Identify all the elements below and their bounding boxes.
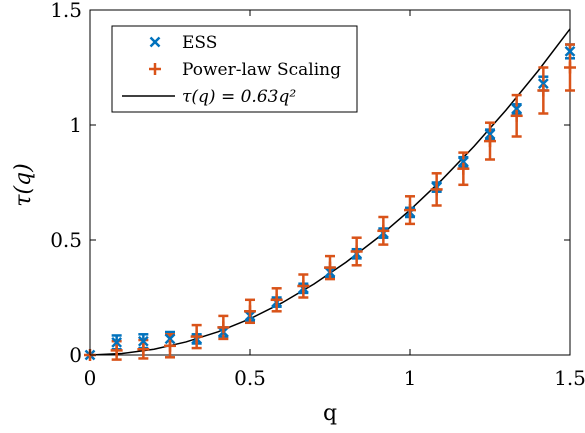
power-law-point [244, 305, 256, 318]
power-law-point [137, 343, 150, 356]
ess-point [564, 46, 576, 57]
legend-label-fit: τ(q) = 0.63q² [182, 87, 296, 107]
ess-point [137, 335, 149, 347]
power-law-point [350, 245, 363, 258]
legend: ESS Power-law Scaling τ(q) = 0.63q² [111, 25, 358, 113]
ess-point [164, 333, 176, 345]
y-tick-label: 1.5 [50, 0, 82, 22]
x-stroke [164, 333, 176, 345]
power-law-point [404, 204, 416, 217]
legend-label-ess: ESS [182, 33, 217, 53]
power-law-point [110, 344, 123, 357]
x-stroke [149, 36, 161, 48]
power-law-point [217, 321, 230, 334]
x-stroke [111, 336, 123, 348]
x-tick-label: 0 [84, 366, 97, 390]
power-law-point [377, 224, 390, 237]
x-stroke [457, 156, 469, 168]
ess-point [457, 156, 469, 168]
x-stroke [137, 335, 149, 347]
x-tick-label: 0.5 [234, 366, 266, 390]
y-tick-label: 0.5 [50, 228, 82, 252]
power-law-point [537, 84, 550, 97]
x-stroke [484, 128, 496, 140]
ess-point [111, 336, 123, 348]
ess-point [484, 128, 496, 140]
power-law-point [270, 293, 283, 306]
x-tick-label: 1.5 [554, 366, 585, 390]
y-axis-label: τ(q) [11, 163, 36, 206]
tick-layer: 0 0.5 1 1.5 0 0.5 1 1.5 [50, 0, 585, 390]
ess-point [511, 103, 523, 115]
x-tick-label: 1 [404, 366, 417, 390]
plot-area [89, 9, 571, 356]
power-law-point [510, 109, 523, 122]
legend-power-law-swatch [149, 63, 161, 75]
legend-ess-swatch [149, 36, 161, 48]
power-law-point [164, 339, 176, 352]
power-law-point [430, 183, 443, 196]
power-law-point [457, 162, 470, 175]
power-law-point [564, 61, 576, 74]
legend-label-power-law: Power-law Scaling [182, 60, 341, 80]
marker-layer [84, 46, 576, 361]
power-law-point [324, 261, 336, 274]
x-stroke [564, 46, 576, 57]
x-axis-label: q [323, 401, 337, 426]
power-law-point [297, 280, 310, 292]
y-tick-label: 1 [69, 113, 82, 137]
ess-point [537, 78, 549, 89]
x-stroke [537, 78, 549, 89]
power-law-point [190, 330, 203, 343]
legend-swatches [122, 36, 175, 97]
x-stroke [511, 103, 523, 115]
plot-border [89, 9, 571, 356]
y-tick-label: 0 [69, 343, 82, 367]
power-law-point [484, 135, 496, 148]
